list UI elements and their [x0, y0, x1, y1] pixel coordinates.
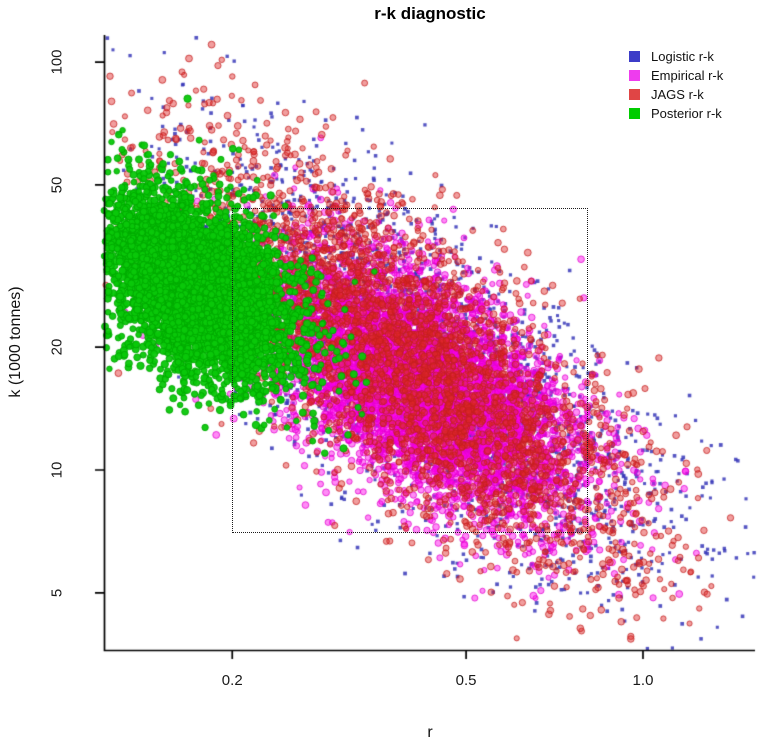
legend-swatch	[629, 70, 640, 81]
legend-item: Logistic r-k	[629, 47, 723, 66]
legend-swatch	[629, 89, 640, 100]
chart-title: r-k diagnostic	[374, 4, 486, 23]
legend-swatch	[629, 51, 640, 62]
legend-label: Logistic r-k	[651, 49, 714, 64]
x-tick-label: 0.5	[455, 672, 477, 689]
y-tick-label: 5	[48, 588, 66, 597]
y-tick-label: 50	[48, 176, 66, 194]
legend-swatch	[629, 108, 640, 119]
x-tick-label: 0.2	[221, 672, 243, 689]
y-tick-label: 10	[48, 461, 66, 479]
legend-label: Empirical r-k	[651, 68, 724, 83]
legend-label: Posterior r-k	[651, 106, 722, 121]
legend-item: JAGS r-k	[629, 85, 723, 104]
legend-item: Empirical r-k	[629, 66, 723, 85]
x-tick-label: 1.0	[632, 672, 654, 689]
highlight-box	[232, 207, 589, 533]
x-axis-label: r	[427, 724, 433, 741]
legend: Logistic r-k Empirical r-k JAGS r-k Posteri…	[629, 47, 723, 123]
legend-item: Posterior r-k	[629, 104, 723, 123]
legend-label: JAGS r-k	[651, 87, 704, 102]
y-tick-label: 20	[48, 338, 66, 356]
y-tick-label: 100	[48, 49, 66, 75]
